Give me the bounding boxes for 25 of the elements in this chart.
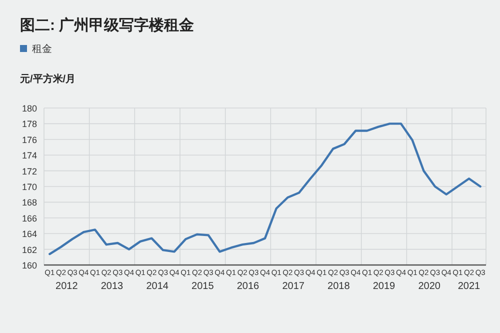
y-tick-label: 164: [22, 229, 38, 240]
text: 2020: [418, 281, 441, 292]
legend-label: 租金: [32, 43, 52, 55]
y-tick-label: 174: [22, 150, 38, 161]
text: 2021: [458, 281, 481, 292]
y-tick-label: 166: [22, 213, 38, 224]
text: 2018: [328, 281, 350, 292]
y-tick-label: 176: [22, 134, 38, 145]
chart-title: 图二: 广州甲级写字楼租金: [20, 16, 194, 34]
text: 2014: [146, 281, 169, 292]
text: 2012: [56, 281, 78, 292]
text: 2017: [282, 281, 305, 292]
text: 2019: [372, 281, 396, 292]
y-tick-label: 172: [22, 166, 38, 176]
y-axis-title: 元/平方米/月: [19, 73, 76, 85]
y-tick-label: 178: [22, 119, 38, 130]
text: 2015: [192, 281, 214, 292]
y-tick-label: 168: [22, 198, 38, 208]
line-series: [48, 122, 482, 256]
y-tick-label: 162: [22, 244, 38, 255]
y-tick-label: 160: [22, 260, 38, 270]
y-tick-label: 170: [22, 182, 38, 192]
text: 2013: [100, 281, 124, 292]
text: 2016: [236, 281, 260, 292]
y-tick-label: 180: [22, 104, 38, 114]
